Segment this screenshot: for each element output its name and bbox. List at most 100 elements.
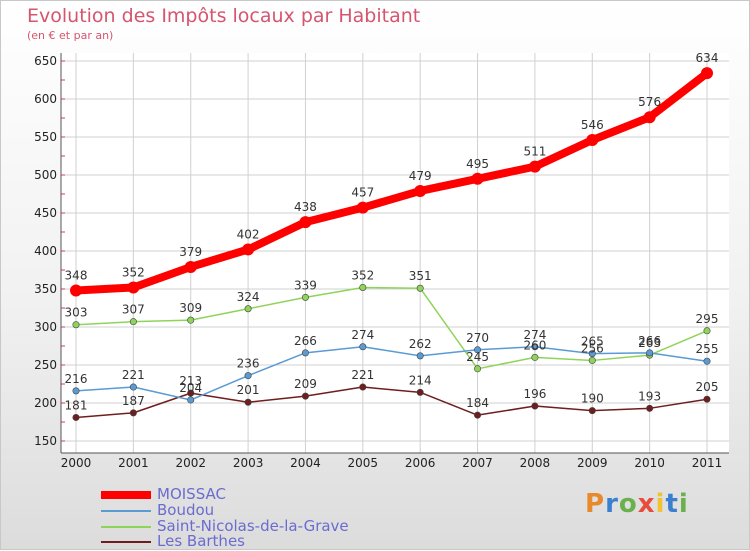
legend-swatch-les-barthes	[101, 541, 151, 543]
data-point-saint-nicolas-de-la-grave	[187, 316, 195, 324]
data-label-moissac: 495	[466, 157, 489, 171]
data-point-saint-nicolas-de-la-grave	[588, 356, 596, 364]
y-tick-label: 150	[34, 434, 57, 448]
x-tick-label: 2002	[175, 456, 206, 470]
data-label-moissac: 352	[122, 265, 145, 279]
data-point-les-barthes	[129, 409, 137, 417]
data-point-moissac	[127, 281, 140, 294]
data-point-les-barthes	[359, 383, 367, 391]
logo-letter: i	[655, 489, 666, 519]
data-label-boudou: 274	[523, 328, 546, 342]
data-label-boudou: 221	[122, 368, 145, 382]
data-label-saint-nicolas-de-la-grave: 256	[581, 341, 604, 355]
data-point-moissac	[586, 134, 599, 147]
data-label-boudou: 204	[179, 381, 202, 395]
y-tick-label: 550	[34, 130, 57, 144]
data-label-boudou: 265	[581, 335, 604, 349]
data-point-les-barthes	[72, 413, 80, 421]
legend-label-boudou: Boudou	[157, 501, 215, 519]
data-point-moissac	[184, 260, 197, 273]
data-point-boudou	[187, 396, 195, 404]
data-label-saint-nicolas-de-la-grave: 351	[409, 269, 432, 283]
data-point-moissac	[414, 184, 427, 197]
data-label-moissac: 348	[65, 269, 88, 283]
data-point-boudou	[129, 383, 137, 391]
data-point-moissac	[299, 216, 312, 229]
data-label-boudou: 255	[696, 342, 719, 356]
y-tick-label: 600	[34, 92, 57, 106]
x-tick-label: 2001	[118, 456, 149, 470]
data-point-les-barthes	[244, 398, 252, 406]
data-label-les-barthes: 221	[351, 368, 374, 382]
data-label-les-barthes: 196	[523, 387, 546, 401]
y-tick-label: 450	[34, 206, 57, 220]
plot-background	[61, 53, 729, 453]
chart-title: Evolution des Impôts locaux par Habitant	[27, 5, 421, 27]
data-label-moissac: 634	[696, 51, 719, 65]
data-point-les-barthes	[474, 411, 482, 419]
data-label-les-barthes: 190	[581, 392, 604, 406]
data-label-moissac: 479	[409, 169, 432, 183]
legend-label-les-barthes: Les Barthes	[157, 532, 245, 550]
data-point-boudou	[531, 343, 539, 351]
y-tick-label: 300	[34, 320, 57, 334]
data-point-saint-nicolas-de-la-grave	[531, 353, 539, 361]
proxiti-logo: Proxiti	[585, 489, 689, 519]
data-point-moissac	[70, 284, 82, 297]
data-label-saint-nicolas-de-la-grave: 352	[351, 268, 374, 282]
data-point-les-barthes	[416, 388, 424, 396]
data-label-moissac: 511	[523, 145, 546, 159]
data-point-les-barthes	[187, 389, 195, 397]
logo-letter: r	[605, 489, 619, 519]
logo-letter: o	[618, 489, 638, 519]
data-label-saint-nicolas-de-la-grave: 263	[638, 336, 661, 350]
data-label-les-barthes: 213	[179, 374, 202, 388]
x-tick-label: 2003	[233, 456, 264, 470]
data-point-boudou	[474, 346, 482, 354]
data-label-les-barthes: 184	[466, 396, 489, 410]
data-label-les-barthes: 187	[122, 394, 145, 408]
data-point-saint-nicolas-de-la-grave	[129, 318, 137, 326]
chart-subtitle: (en € et par an)	[27, 29, 114, 42]
data-label-saint-nicolas-de-la-grave: 324	[237, 290, 260, 304]
y-tick-label: 650	[34, 54, 57, 68]
data-point-boudou	[72, 387, 80, 395]
data-point-saint-nicolas-de-la-grave	[359, 283, 367, 291]
legend-swatch-saint-nicolas	[101, 526, 151, 528]
data-point-saint-nicolas-de-la-grave	[474, 365, 482, 373]
data-label-saint-nicolas-de-la-grave: 339	[294, 278, 317, 292]
series-line-saint-nicolas-de-la-grave	[75, 286, 708, 370]
data-label-moissac: 576	[638, 95, 661, 109]
x-tick-label: 2005	[348, 456, 379, 470]
data-point-saint-nicolas-de-la-grave	[72, 321, 80, 329]
logo-letter: i	[678, 489, 689, 519]
data-label-les-barthes: 181	[65, 398, 88, 412]
grid	[61, 53, 729, 453]
data-point-moissac	[528, 160, 541, 173]
data-label-les-barthes: 214	[409, 373, 432, 387]
legend-swatch-boudou	[101, 510, 151, 512]
data-point-moissac	[643, 111, 656, 124]
data-label-boudou: 216	[65, 372, 88, 386]
y-tick-label: 350	[34, 282, 57, 296]
data-label-saint-nicolas-de-la-grave: 295	[696, 312, 719, 326]
data-point-saint-nicolas-de-la-grave	[301, 293, 309, 301]
legend-label-moissac: MOISSAC	[157, 485, 226, 503]
legend-label-saint-nicolas: Saint-Nicolas-de-la-Grave	[157, 517, 349, 535]
legend-swatch-moissac	[101, 491, 151, 499]
data-label-moissac: 379	[179, 245, 202, 259]
x-tick-label: 2011	[692, 456, 723, 470]
data-labels: 181 187 213 201 209 221 214 184 196 190 193 205 303 3…	[65, 51, 719, 412]
data-point-moissac	[242, 243, 255, 256]
x-tick-label: 2008	[520, 456, 551, 470]
axes: 150 200 250 300 350 400 450 500 550 600 650 2000 200…	[34, 53, 729, 470]
x-tick-label: 2006	[405, 456, 436, 470]
data-label-saint-nicolas-de-la-grave: 260	[523, 338, 546, 352]
data-point-boudou	[244, 372, 252, 380]
x-tick-label: 2009	[577, 456, 608, 470]
data-point-les-barthes	[703, 395, 711, 403]
logo-letter: t	[665, 489, 679, 519]
data-label-les-barthes: 193	[638, 389, 661, 403]
